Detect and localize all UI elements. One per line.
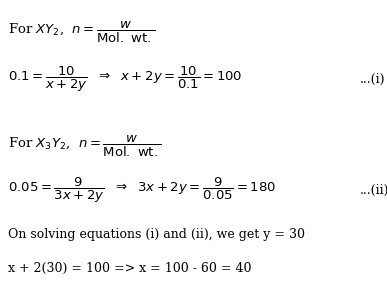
Text: For $X_3Y_2$,  $n = \dfrac{w}{\mathrm{Mol.\ wt.}}$: For $X_3Y_2$, $n = \dfrac{w}{\mathrm{Mol…	[8, 133, 161, 158]
Text: x + 2(30) = 100 => x = 100 - 60 = 40: x + 2(30) = 100 => x = 100 - 60 = 40	[8, 262, 251, 275]
Text: ...(ii): ...(ii)	[360, 184, 387, 197]
Text: $0.05 = \dfrac{9}{3x+2y}$  $\Rightarrow$  $3x + 2y = \dfrac{9}{0.05} = 180$: $0.05 = \dfrac{9}{3x+2y}$ $\Rightarrow$ …	[8, 176, 276, 205]
Text: $0.1 = \dfrac{10}{x+2y}$  $\Rightarrow$  $x + 2y = \dfrac{10}{0.1} = 100$: $0.1 = \dfrac{10}{x+2y}$ $\Rightarrow$ $…	[8, 65, 242, 94]
Text: On solving equations (i) and (ii), we get y = 30: On solving equations (i) and (ii), we ge…	[8, 228, 305, 241]
Text: For $XY_2$,  $n = \dfrac{w}{\mathrm{Mol.\ wt.}}$: For $XY_2$, $n = \dfrac{w}{\mathrm{Mol.\…	[8, 20, 155, 45]
Text: ...(i): ...(i)	[360, 73, 385, 86]
